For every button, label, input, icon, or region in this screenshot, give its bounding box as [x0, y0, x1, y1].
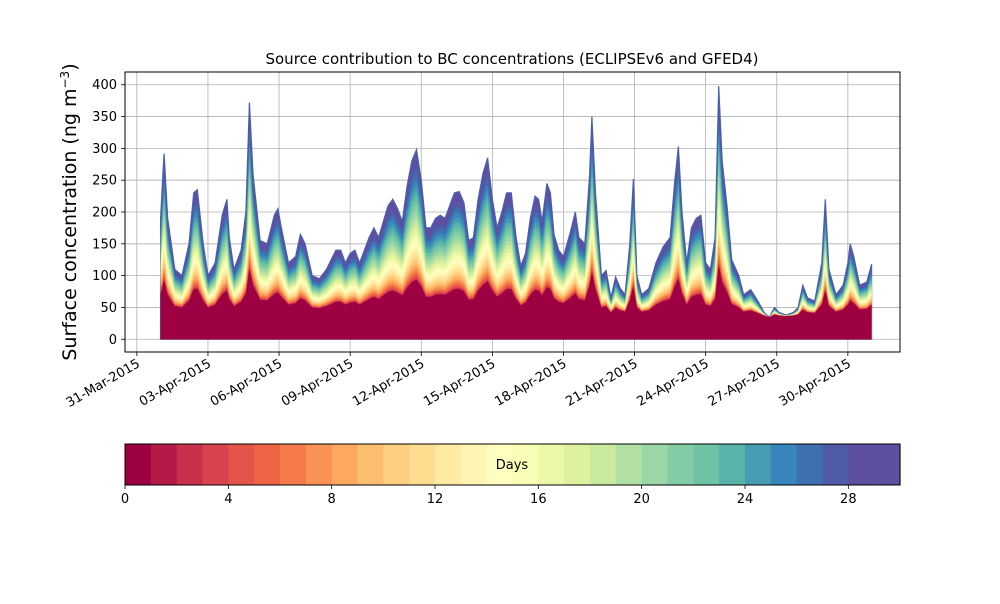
y-tick-label: 100	[92, 269, 117, 284]
colorbar-swatch	[693, 444, 720, 485]
x-tick-label: 12-Apr-2015	[350, 356, 427, 409]
colorbar-swatch	[848, 444, 875, 485]
colorbar-tick-label: 16	[530, 492, 547, 507]
colorbar-tick-label: 8	[328, 492, 336, 507]
colorbar-swatch	[874, 444, 901, 485]
x-tick-label: 24-Apr-2015	[635, 356, 712, 409]
colorbar-ticks: 0 4 8 12 16 20 24 28	[121, 485, 857, 507]
x-tick-label: 31-Mar-2015	[64, 356, 143, 410]
x-tick-label: 15-Apr-2015	[421, 356, 498, 409]
colorbar-swatch	[770, 444, 798, 485]
y-tick-label: 50	[100, 301, 117, 316]
colorbar-swatch	[512, 444, 539, 485]
y-axis-label-exponent: −3	[58, 71, 72, 89]
y-tick-label: 0	[109, 333, 117, 348]
y-axis-label-main: Surface concentration (ng m	[59, 89, 81, 361]
colorbar-swatch	[719, 444, 746, 485]
x-tick-label: 27-Apr-2015	[706, 356, 783, 409]
colorbar-swatch	[305, 444, 333, 485]
colorbar-swatch	[460, 444, 488, 485]
x-axis-ticks: 31-Mar-201503-Apr-201506-Apr-201509-Apr-…	[64, 352, 854, 411]
y-tick-label: 200	[92, 206, 117, 221]
colorbar-swatch	[435, 444, 462, 485]
colorbar-swatch	[486, 444, 514, 485]
colorbar-tick-label: 4	[224, 492, 232, 507]
x-tick-label: 18-Apr-2015	[492, 356, 569, 409]
x-tick-label: 03-Apr-2015	[137, 356, 214, 409]
colorbar-swatch	[641, 444, 669, 485]
y-tick-label: 300	[92, 142, 117, 157]
colorbar-frame	[124, 443, 901, 486]
colorbar-tick-label: 20	[633, 492, 650, 507]
y-axis-label: Surface concentration (ng m−3)	[58, 63, 81, 360]
colorbar-swatch	[667, 444, 694, 485]
y-tick-label: 250	[92, 174, 117, 189]
x-tick-label: 09-Apr-2015	[279, 356, 356, 409]
colorbar-swatch	[125, 444, 152, 485]
x-tick-label: 30-Apr-2015	[777, 356, 854, 409]
colorbar-tick-label: 0	[121, 492, 129, 507]
y-axis-label-close: )	[59, 63, 81, 70]
colorbar-swatch	[383, 444, 410, 485]
colorbar-swatch	[615, 444, 643, 485]
colorbar-swatch	[202, 444, 229, 485]
colorbar-swatch	[357, 444, 384, 485]
y-tick-label: 150	[92, 237, 117, 252]
colorbar-tick-label: 24	[737, 492, 754, 507]
colorbar-swatch	[150, 444, 178, 485]
colorbar-swatch	[176, 444, 204, 485]
area-band	[160, 265, 872, 340]
colorbar-swatch	[228, 444, 255, 485]
y-axis-ticks: 0 50 100 150 200 250 300 350 400	[92, 78, 125, 348]
x-tick-label: 06-Apr-2015	[208, 356, 285, 409]
colorbar-swatch	[409, 444, 436, 485]
colorbar-swatch	[822, 444, 849, 485]
colorbar-swatch	[590, 444, 617, 485]
colorbar-swatch	[796, 444, 824, 485]
colorbar-swatch	[280, 444, 307, 485]
colorbar-swatch	[745, 444, 772, 485]
chart-title: Source contribution to BC concentrations…	[265, 50, 758, 68]
colorbar-tick-label: 12	[427, 492, 444, 507]
colorbar-label: Days	[496, 458, 529, 473]
x-tick-label: 21-Apr-2015	[563, 356, 640, 409]
colorbar	[125, 444, 901, 485]
colorbar-swatch	[538, 444, 565, 485]
area-bands	[159, 85, 873, 340]
y-tick-label: 350	[92, 110, 117, 125]
colorbar-swatch	[254, 444, 281, 485]
colorbar-swatch	[331, 444, 359, 485]
colorbar-tick-label: 28	[840, 492, 857, 507]
y-tick-label: 400	[92, 78, 117, 93]
colorbar-swatch	[564, 444, 591, 485]
